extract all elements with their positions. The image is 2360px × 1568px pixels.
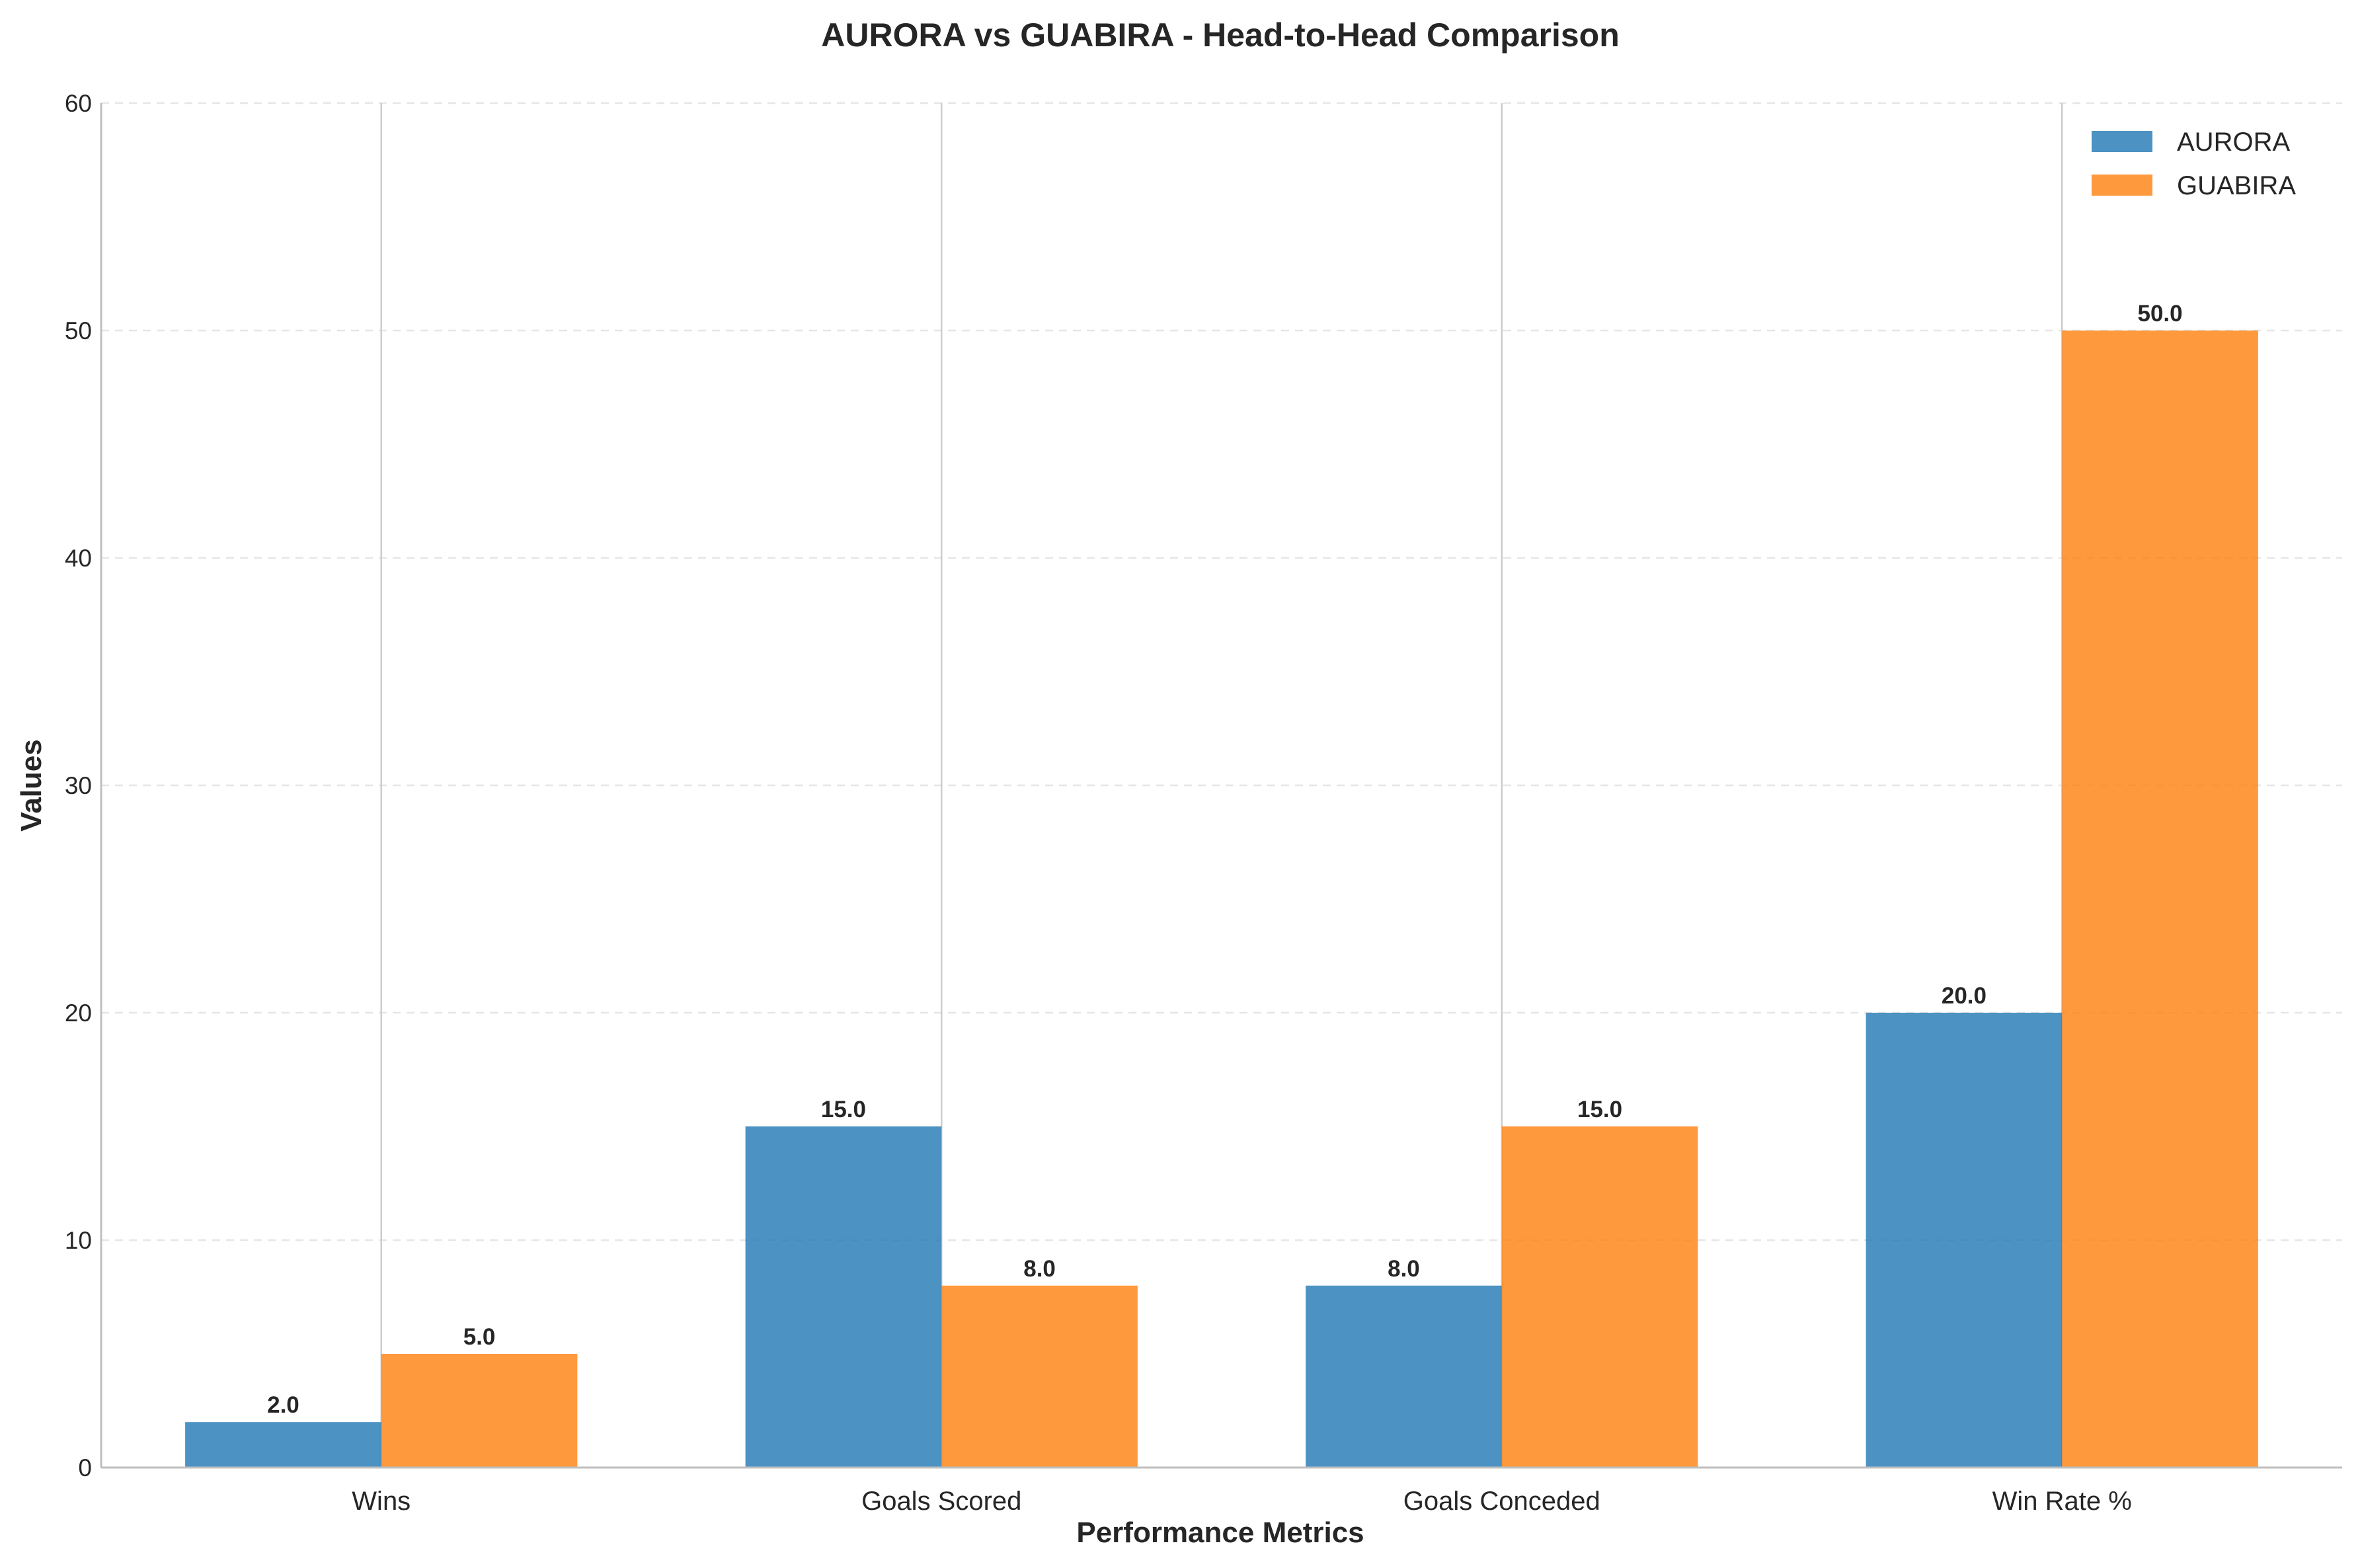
legend-label-guabira: GUABIRA: [2177, 171, 2296, 200]
bar-value-label: 8.0: [1023, 1256, 1056, 1282]
y-tick-label: 20: [65, 1000, 92, 1027]
legend-swatch-aurora: [2092, 131, 2152, 152]
bar-guabira-1: [381, 1354, 578, 1468]
bars: [185, 331, 2258, 1468]
y-tick-label: 0: [78, 1454, 92, 1481]
legend: AURORA GUABIRA: [2092, 128, 2296, 200]
bar-value-label: 15.0: [1577, 1097, 1622, 1122]
bar-value-label: 8.0: [1388, 1256, 1420, 1282]
y-tick-labels: 0 10 20 30 40 50 60: [65, 90, 92, 1481]
bar-value-label: 50.0: [2138, 301, 2183, 327]
bar-aurora-4: [1866, 1013, 2063, 1468]
bar-value-label: 5.0: [463, 1324, 496, 1350]
x-tick-label: Wins: [352, 1487, 411, 1516]
y-tick-label: 60: [65, 90, 92, 117]
bar-guabira-4: [2062, 331, 2258, 1468]
x-tick-label: Goals Scored: [861, 1487, 1021, 1516]
axes: [100, 103, 2342, 1469]
bar-guabira-2: [941, 1285, 1138, 1468]
y-axis-label: Values: [15, 739, 48, 831]
bar-value-label: 15.0: [821, 1097, 866, 1122]
y-tick-label: 50: [65, 317, 92, 344]
x-axis-label: Performance Metrics: [1076, 1516, 1364, 1549]
y-tick-label: 30: [65, 772, 92, 799]
bar-value-label: 2.0: [267, 1392, 299, 1418]
x-tick-labels: Wins Goals Scored Goals Conceded Win Rate %: [352, 1487, 2132, 1516]
legend-swatch-guabira: [2092, 175, 2152, 196]
legend-label-aurora: AURORA: [2177, 128, 2290, 157]
bar-guabira-3: [1501, 1126, 1698, 1468]
y-tick-label: 40: [65, 545, 92, 572]
x-tick-label: Win Rate %: [1992, 1487, 2132, 1516]
bar-aurora-3: [1306, 1285, 1502, 1468]
bar-aurora-1: [185, 1422, 381, 1468]
bar-value-labels: 2.0 15.0 8.0 20.0 5.0 8.0 15.0 50.0: [267, 301, 2183, 1418]
chart-title: AURORA vs GUABIRA - Head-to-Head Compari…: [821, 17, 1620, 54]
y-tick-label: 10: [65, 1227, 92, 1254]
x-tick-label: Goals Conceded: [1403, 1487, 1600, 1516]
bar-aurora-2: [745, 1126, 942, 1468]
bar-value-label: 20.0: [1942, 983, 1986, 1009]
